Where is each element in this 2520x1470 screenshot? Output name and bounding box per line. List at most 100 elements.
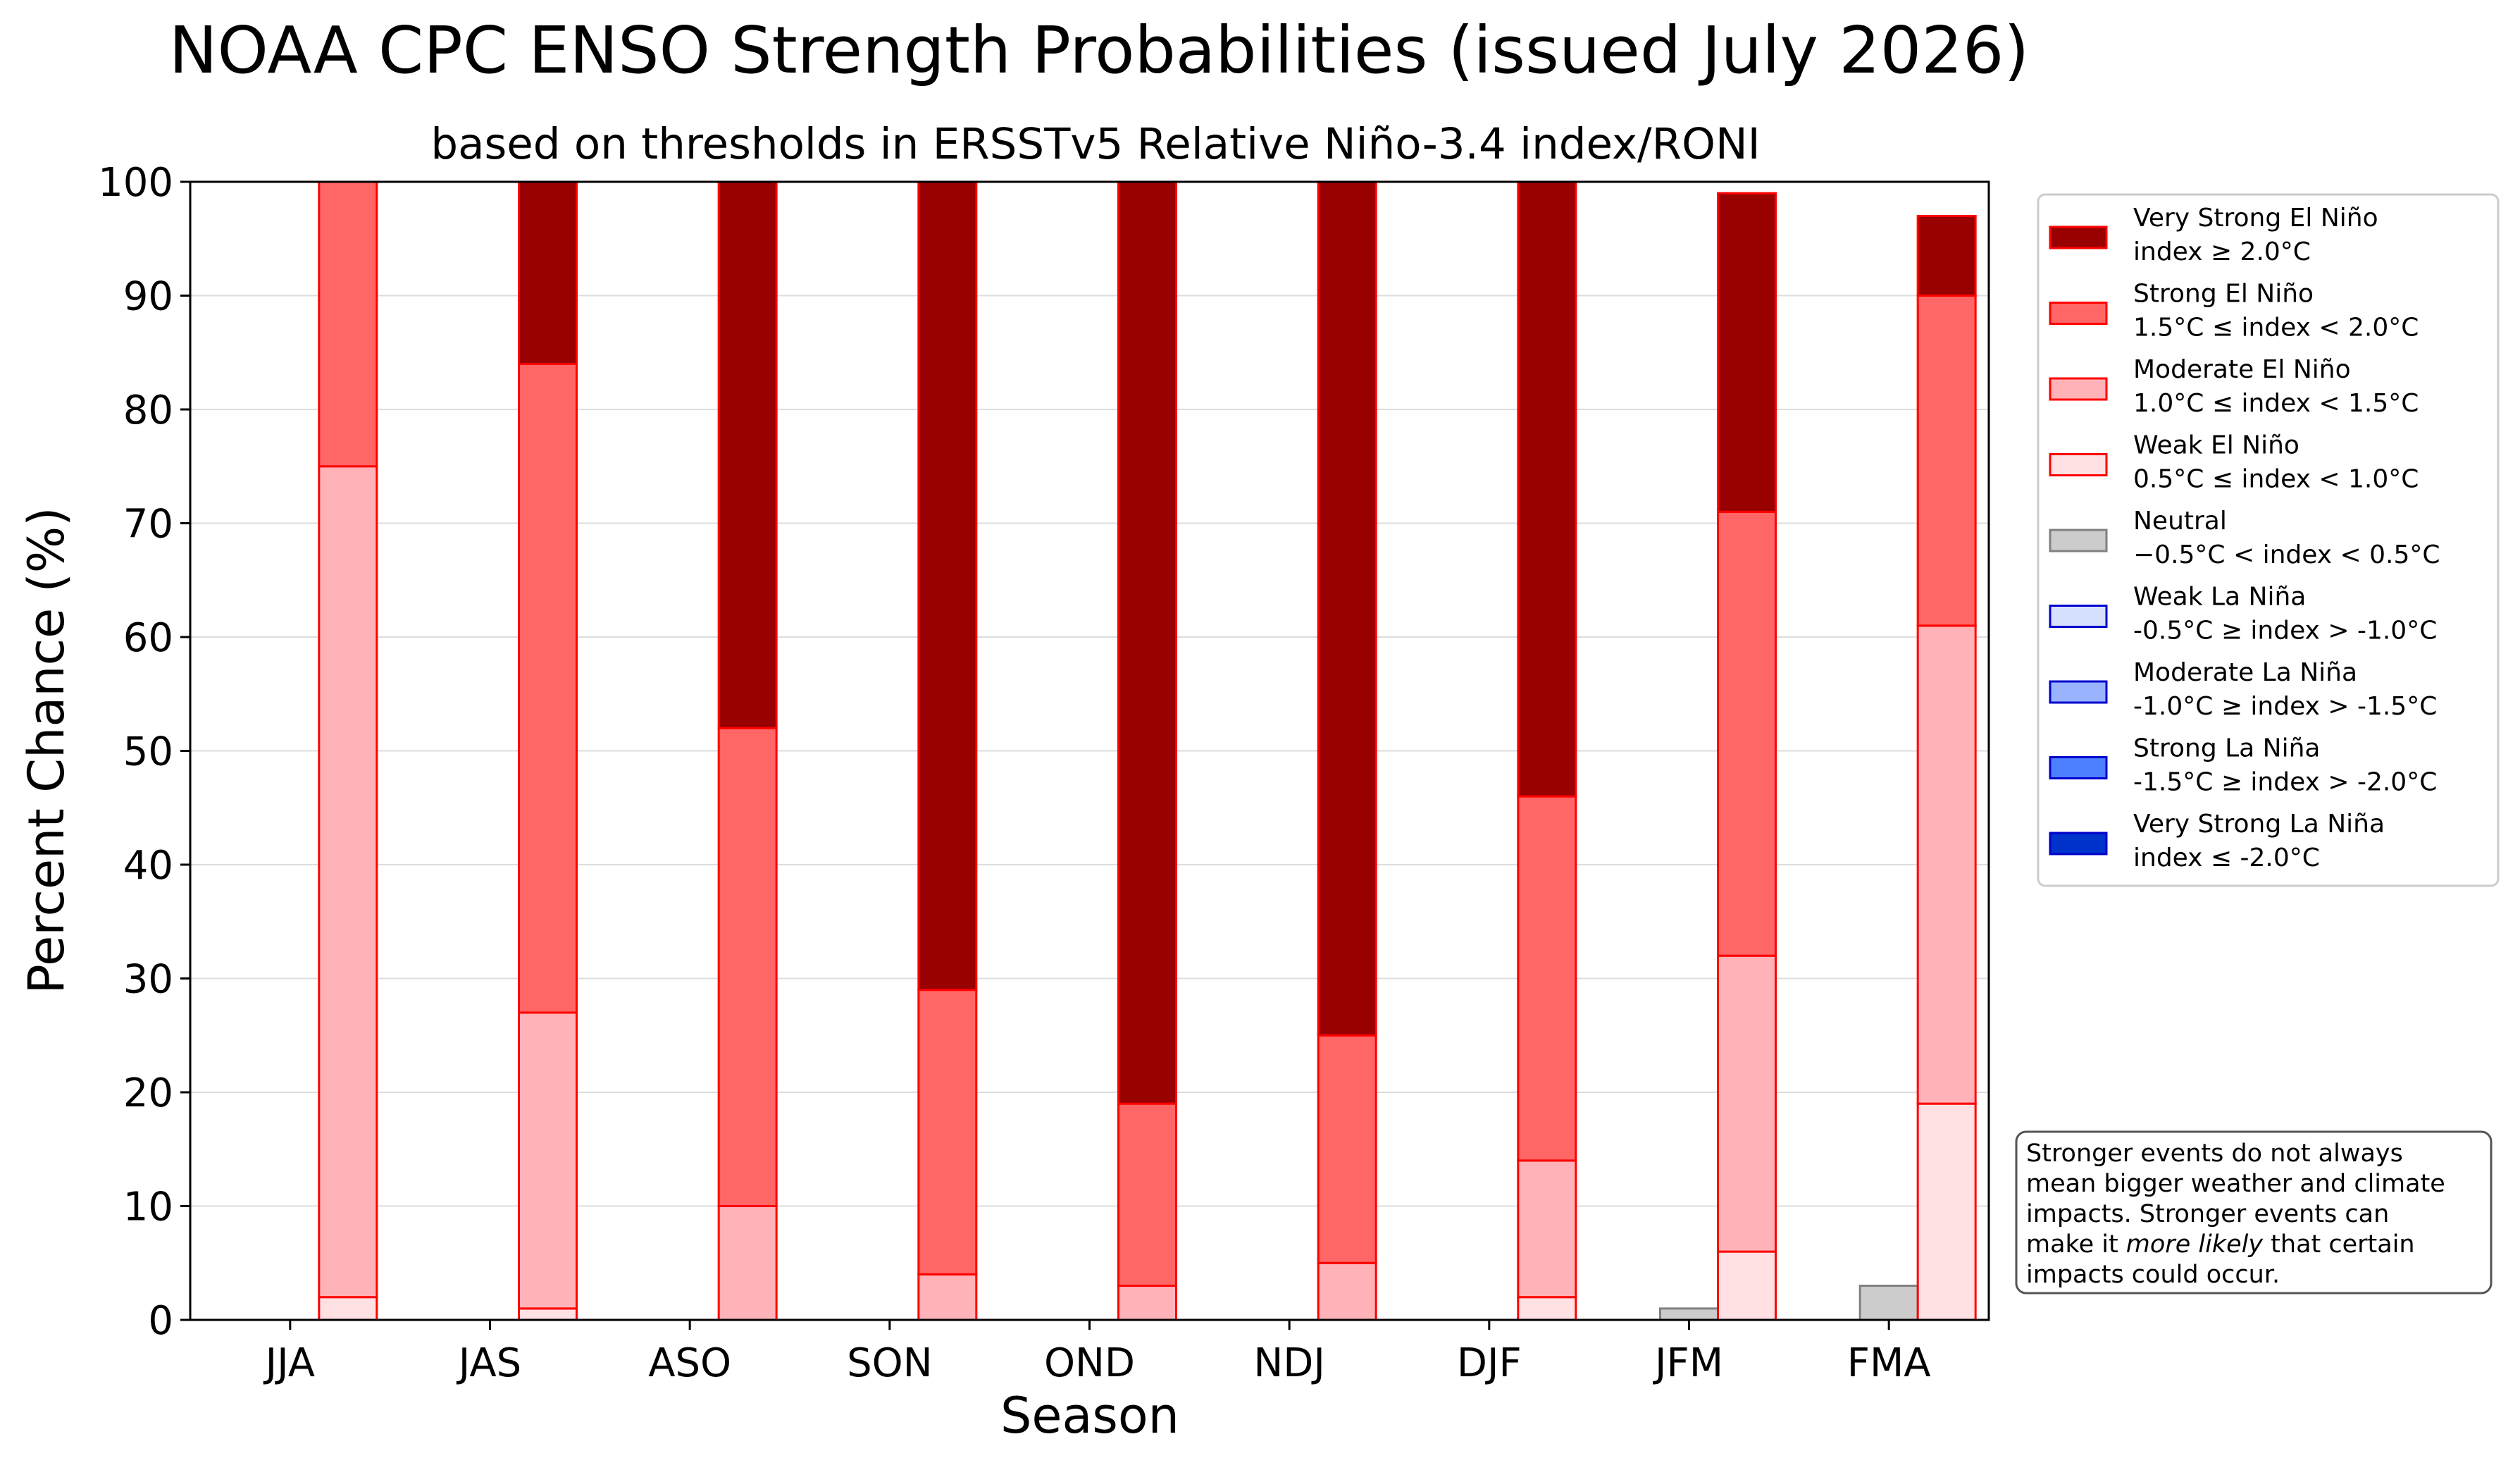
bar-weak-el-nino-djf	[1517, 1296, 1577, 1321]
bar-strong-el-nino-jfm	[1717, 510, 1777, 957]
legend-item-strong-el-nino: Strong El Niño 1.5°C ≤ index < 2.0°C	[2049, 280, 2419, 342]
legend-item-very-strong-la-nina: Very Strong La Niña index ≤ -2.0°C	[2049, 810, 2385, 872]
legend-swatch	[2049, 756, 2108, 779]
y-tick-label: 90	[123, 274, 173, 320]
bar-strong-el-nino-aso	[717, 727, 778, 1207]
bar-weak-el-nino-jja	[318, 1296, 378, 1321]
note-frame	[2015, 1130, 2493, 1295]
y-tick-label: 80	[123, 388, 173, 433]
legend-swatch	[2049, 302, 2108, 325]
bar-moderate-el-nino-son	[917, 1273, 978, 1321]
legend-threshold: 0.5°C ≤ index < 1.0°C	[2133, 465, 2419, 494]
x-tick-label: JJA	[263, 1340, 315, 1386]
bar-moderate-el-nino-fma	[1916, 624, 1977, 1105]
x-tick-label: SON	[847, 1340, 933, 1386]
note-box: Stronger events do not always mean bigge…	[2015, 1130, 2493, 1295]
y-tick-label: 40	[123, 843, 173, 889]
legend-swatch	[2049, 377, 2108, 401]
bar-weak-el-nino-jas	[518, 1307, 578, 1321]
legend-label: Weak La Niña	[2133, 583, 2306, 612]
bar-moderate-el-nino-ndj	[1317, 1261, 1377, 1321]
bar-weak-el-nino-fma	[1916, 1102, 1977, 1321]
legend-item-moderate-el-nino: Moderate El Niño 1.0°C ≤ index < 1.5°C	[2049, 355, 2419, 418]
legend-item-moderate-la-nina: Moderate La Niña -1.0°C ≥ index > -1.5°C	[2049, 658, 2437, 721]
x-tick-label: JFM	[1653, 1340, 1723, 1386]
legend-threshold: 1.0°C ≤ index < 1.5°C	[2133, 389, 2419, 418]
x-tick-label: OND	[1044, 1340, 1135, 1386]
note-line-2: mean bigger weather and climate	[2026, 1170, 2445, 1198]
x-tick-label: NDJ	[1253, 1340, 1325, 1386]
y-axis: 0 10 20 30 40 50 60 70 80 90 100	[98, 160, 190, 1344]
y-tick-label: 30	[123, 957, 173, 1003]
x-tick-label: DJF	[1457, 1340, 1522, 1386]
legend-item-very-strong-el-nino: Very Strong El Niño index ≥ 2.0°C	[2049, 204, 2378, 266]
bar-strong-el-nino-jas	[518, 362, 578, 1014]
legend-threshold: -1.0°C ≥ index > -1.5°C	[2133, 692, 2437, 721]
note-line-4-start: make it	[2026, 1230, 2126, 1259]
bar-weak-el-nino-jfm	[1717, 1250, 1777, 1321]
x-axis: JJA JAS ASO SON OND NDJ DJF JFM FMA	[263, 1320, 1931, 1386]
x-axis-label: Season	[1000, 1387, 1179, 1445]
bar-very-strong-el-nino-aso	[717, 180, 778, 729]
legend-swatch	[2049, 605, 2108, 628]
bar-very-strong-el-nino-djf	[1517, 180, 1577, 798]
y-tick-label: 50	[123, 729, 173, 775]
y-tick-label: 0	[148, 1298, 173, 1344]
legend-label: Moderate El Niño	[2133, 355, 2351, 384]
bar-neutral-jfm	[1659, 1307, 1719, 1321]
legend-label: Moderate La Niña	[2133, 658, 2357, 687]
bar-very-strong-el-nino-ond	[1117, 180, 1177, 1105]
bar-moderate-el-nino-jja	[318, 465, 378, 1299]
bar-very-strong-el-nino-jas	[518, 180, 578, 365]
bar-very-strong-el-nino-jfm	[1717, 192, 1777, 513]
x-tick-label: JAS	[457, 1340, 521, 1386]
legend-threshold: −0.5°C < index < 0.5°C	[2133, 541, 2440, 569]
x-tick-label: FMA	[1847, 1340, 1931, 1386]
legend-threshold: index ≤ -2.0°C	[2133, 844, 2320, 872]
y-tick-label: 10	[123, 1185, 173, 1230]
bars	[318, 180, 1977, 1321]
y-tick-label: 70	[123, 502, 173, 548]
legend-swatch	[2049, 226, 2108, 249]
y-axis-label: Percent Chance (%)	[18, 507, 75, 994]
legend-label: Strong El Niño	[2133, 280, 2314, 309]
bar-moderate-el-nino-ond	[1117, 1285, 1177, 1321]
legend-item-weak-la-nina: Weak La Niña -0.5°C ≥ index > -1.0°C	[2049, 583, 2437, 646]
bar-strong-el-nino-fma	[1916, 295, 1977, 627]
legend-swatch	[2049, 453, 2108, 476]
bar-moderate-el-nino-djf	[1517, 1159, 1577, 1299]
legend-threshold: index ≥ 2.0°C	[2133, 237, 2311, 266]
legend: Very Strong El Niño index ≥ 2.0°C Strong E…	[2037, 193, 2500, 887]
note-line-3: impacts. Stronger events can	[2026, 1200, 2389, 1228]
legend-swatch	[2049, 529, 2108, 552]
legend-label: Weak El Niño	[2133, 431, 2299, 460]
legend-item-neutral: Neutral −0.5°C < index < 0.5°C	[2049, 507, 2440, 569]
legend-label: Strong La Niña	[2133, 734, 2320, 763]
bar-strong-el-nino-djf	[1517, 795, 1577, 1162]
note-line-4-end: that certain	[2263, 1230, 2415, 1259]
bar-strong-el-nino-ond	[1117, 1102, 1177, 1287]
y-tick-label: 100	[98, 160, 173, 206]
bar-moderate-el-nino-aso	[717, 1205, 778, 1321]
legend-item-weak-el-nino: Weak El Niño 0.5°C ≤ index < 1.0°C	[2049, 431, 2419, 494]
bar-very-strong-el-nino-fma	[1916, 214, 1977, 297]
legend-label: Neutral	[2133, 507, 2227, 536]
note-line-4: make it more likely that certain	[2026, 1230, 2415, 1259]
legend-swatch	[2049, 680, 2108, 704]
legend-label: Very Strong El Niño	[2133, 204, 2378, 233]
legend-frame	[2037, 193, 2500, 887]
note-line-4-emphasis: more likely	[2126, 1230, 2264, 1259]
legend-threshold: 1.5°C ≤ index < 2.0°C	[2133, 314, 2419, 342]
bar-very-strong-el-nino-ndj	[1317, 180, 1377, 1037]
legend-threshold: -0.5°C ≥ index > -1.0°C	[2133, 617, 2437, 646]
bar-very-strong-el-nino-son	[917, 180, 978, 992]
x-tick-label: ASO	[648, 1340, 731, 1386]
legend-swatch	[2049, 832, 2108, 856]
y-tick-label: 60	[123, 615, 173, 661]
bar-neutral-fma	[1858, 1285, 1919, 1321]
bar-strong-el-nino-jja	[318, 180, 378, 468]
bar-strong-el-nino-son	[917, 989, 978, 1276]
note-line-5: impacts could occur.	[2026, 1261, 2280, 1289]
legend-item-strong-la-nina: Strong La Niña -1.5°C ≥ index > -2.0°C	[2049, 734, 2437, 797]
